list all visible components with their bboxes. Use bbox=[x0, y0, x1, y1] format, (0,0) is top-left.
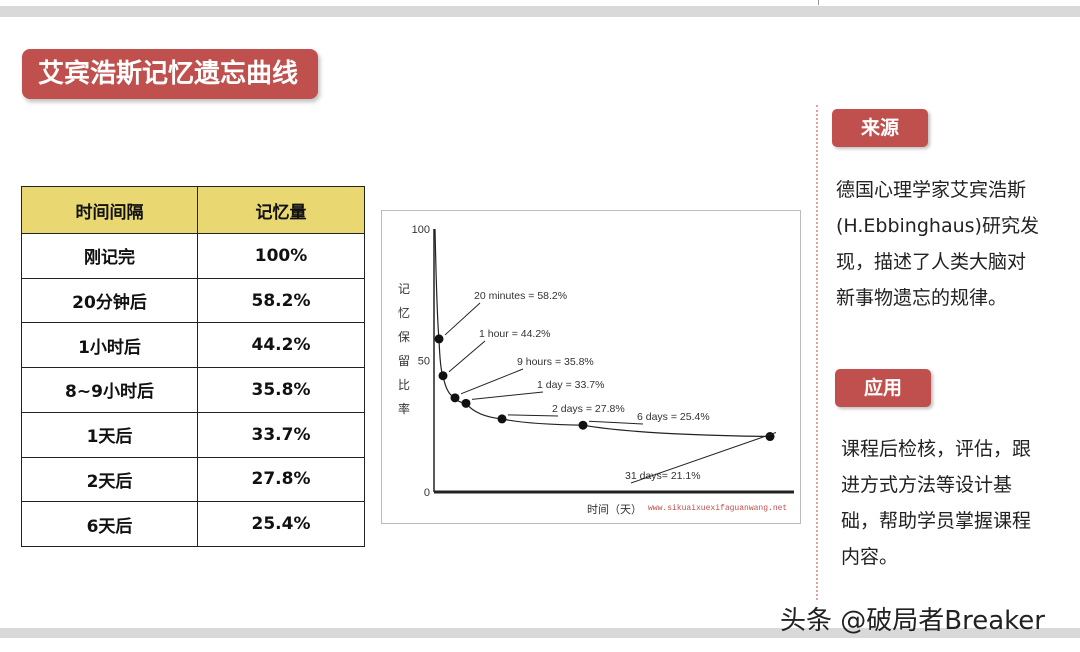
vertical-divider bbox=[816, 105, 818, 600]
forgetting-curve-chart: 100 50 0 记忆保留比率 20 minutes = 58.2% 1 hour = 4… bbox=[381, 210, 801, 524]
label-arrow bbox=[588, 420, 644, 425]
data-label: 20 minutes = 58.2% bbox=[474, 290, 567, 302]
data-point bbox=[578, 420, 588, 430]
table-cell-interval: 8~9小时后 bbox=[21, 367, 198, 413]
source-tag: 来源 bbox=[832, 109, 928, 147]
apply-tag: 应用 bbox=[835, 369, 931, 407]
table-row: 1天后 33.7% bbox=[21, 411, 365, 458]
table-row: 8~9小时后 35.8% bbox=[21, 367, 365, 413]
top-band bbox=[0, 6, 1080, 17]
y-axis-label-char: 比 bbox=[398, 378, 410, 392]
y-axis-label-char: 记 bbox=[398, 282, 410, 296]
watermark: 头条 @破局者Breaker bbox=[780, 606, 1045, 636]
label-arrow bbox=[471, 391, 544, 400]
source-paragraph: 德国心理学家艾宾浩斯(H.Ebbinghaus)研究发现，描述了人类大脑对新事物… bbox=[836, 179, 1039, 309]
table-row: 刚记完 100% bbox=[21, 233, 365, 279]
header-amount: 记忆量 bbox=[197, 186, 365, 234]
label-arrow bbox=[630, 432, 777, 484]
table-cell-amount: 25.4% bbox=[197, 501, 365, 547]
y-axis-label-char: 忆 bbox=[398, 306, 410, 320]
table-row: 2天后 27.8% bbox=[21, 456, 365, 503]
label-arrow bbox=[448, 340, 486, 373]
data-point bbox=[497, 414, 507, 424]
y-axis-label-char: 率 bbox=[398, 401, 410, 416]
header-interval: 时间间隔 bbox=[21, 186, 198, 234]
y-axis-label-char: 留 bbox=[398, 354, 410, 368]
page-title: 艾宾浩斯记忆遗忘曲线 bbox=[22, 49, 318, 99]
table-cell-interval: 20分钟后 bbox=[21, 277, 198, 324]
x-axis-label: 时间（天） bbox=[587, 503, 642, 516]
data-label: 1 hour = 44.2% bbox=[479, 328, 551, 340]
table-cell-amount: 35.8% bbox=[197, 367, 365, 413]
table-cell-interval: 1小时后 bbox=[21, 322, 198, 369]
table-cell-amount: 33.7% bbox=[197, 411, 365, 458]
data-label: 1 day = 33.7% bbox=[537, 379, 604, 391]
data-point bbox=[434, 334, 444, 344]
apply-paragraph: 课程后检核，评估，跟进方式方法等设计基础，帮助学员掌握课程内容。 bbox=[841, 438, 1032, 568]
label-arrow bbox=[460, 368, 524, 395]
label-arrow bbox=[444, 302, 481, 336]
data-point bbox=[450, 393, 460, 403]
top-tick bbox=[818, 0, 819, 5]
table-cell-interval: 6天后 bbox=[21, 501, 198, 547]
y-tick-label: 0 bbox=[424, 487, 430, 499]
data-label: 2 days = 27.8% bbox=[552, 403, 625, 415]
data-label: 9 hours = 35.8% bbox=[517, 356, 594, 368]
table-row: 6天后 25.4% bbox=[21, 501, 365, 547]
table-cell-interval: 刚记完 bbox=[21, 233, 198, 279]
data-point bbox=[461, 398, 471, 408]
table-cell-amount: 100% bbox=[197, 233, 365, 279]
label-arrow bbox=[507, 414, 559, 417]
table-cell-interval: 1天后 bbox=[21, 411, 198, 458]
y-tick-label: 100 bbox=[412, 224, 430, 236]
table-cell-amount: 27.8% bbox=[197, 456, 365, 503]
bottom-band bbox=[0, 628, 1080, 638]
memory-table: 时间间隔 记忆量 刚记完 100% 20分钟后 58.2% 1小时后 44.2%… bbox=[21, 186, 365, 547]
table-row: 20分钟后 58.2% bbox=[21, 277, 365, 324]
table-cell-amount: 44.2% bbox=[197, 322, 365, 369]
table-header-row: 时间间隔 记忆量 bbox=[21, 186, 365, 234]
table-cell-interval: 2天后 bbox=[21, 456, 198, 503]
y-axis-label-char: 保 bbox=[398, 330, 410, 344]
table-cell-amount: 58.2% bbox=[197, 277, 365, 324]
data-label: 6 days = 25.4% bbox=[637, 411, 710, 423]
y-tick-label: 50 bbox=[418, 356, 430, 368]
table-row: 1小时后 44.2% bbox=[21, 322, 365, 369]
source-url: www.sikuaixuexifaguanwang.net bbox=[648, 504, 787, 513]
data-point bbox=[438, 371, 448, 381]
